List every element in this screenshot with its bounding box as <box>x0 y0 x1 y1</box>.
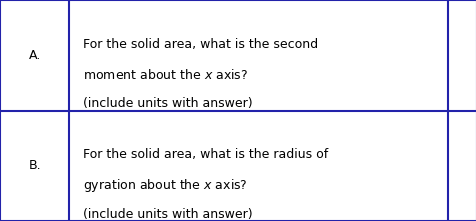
Text: (include units with answer): (include units with answer) <box>83 208 253 221</box>
Text: For the solid area, what is the second: For the solid area, what is the second <box>83 38 318 51</box>
Text: moment about the $x$ axis?: moment about the $x$ axis? <box>83 68 248 82</box>
Text: A.: A. <box>29 49 40 62</box>
Text: For the solid area, what is the radius of: For the solid area, what is the radius o… <box>83 148 328 161</box>
Text: (include units with answer): (include units with answer) <box>83 97 253 110</box>
Text: B.: B. <box>28 159 41 172</box>
Text: gyration about the $x$ axis?: gyration about the $x$ axis? <box>83 177 248 194</box>
